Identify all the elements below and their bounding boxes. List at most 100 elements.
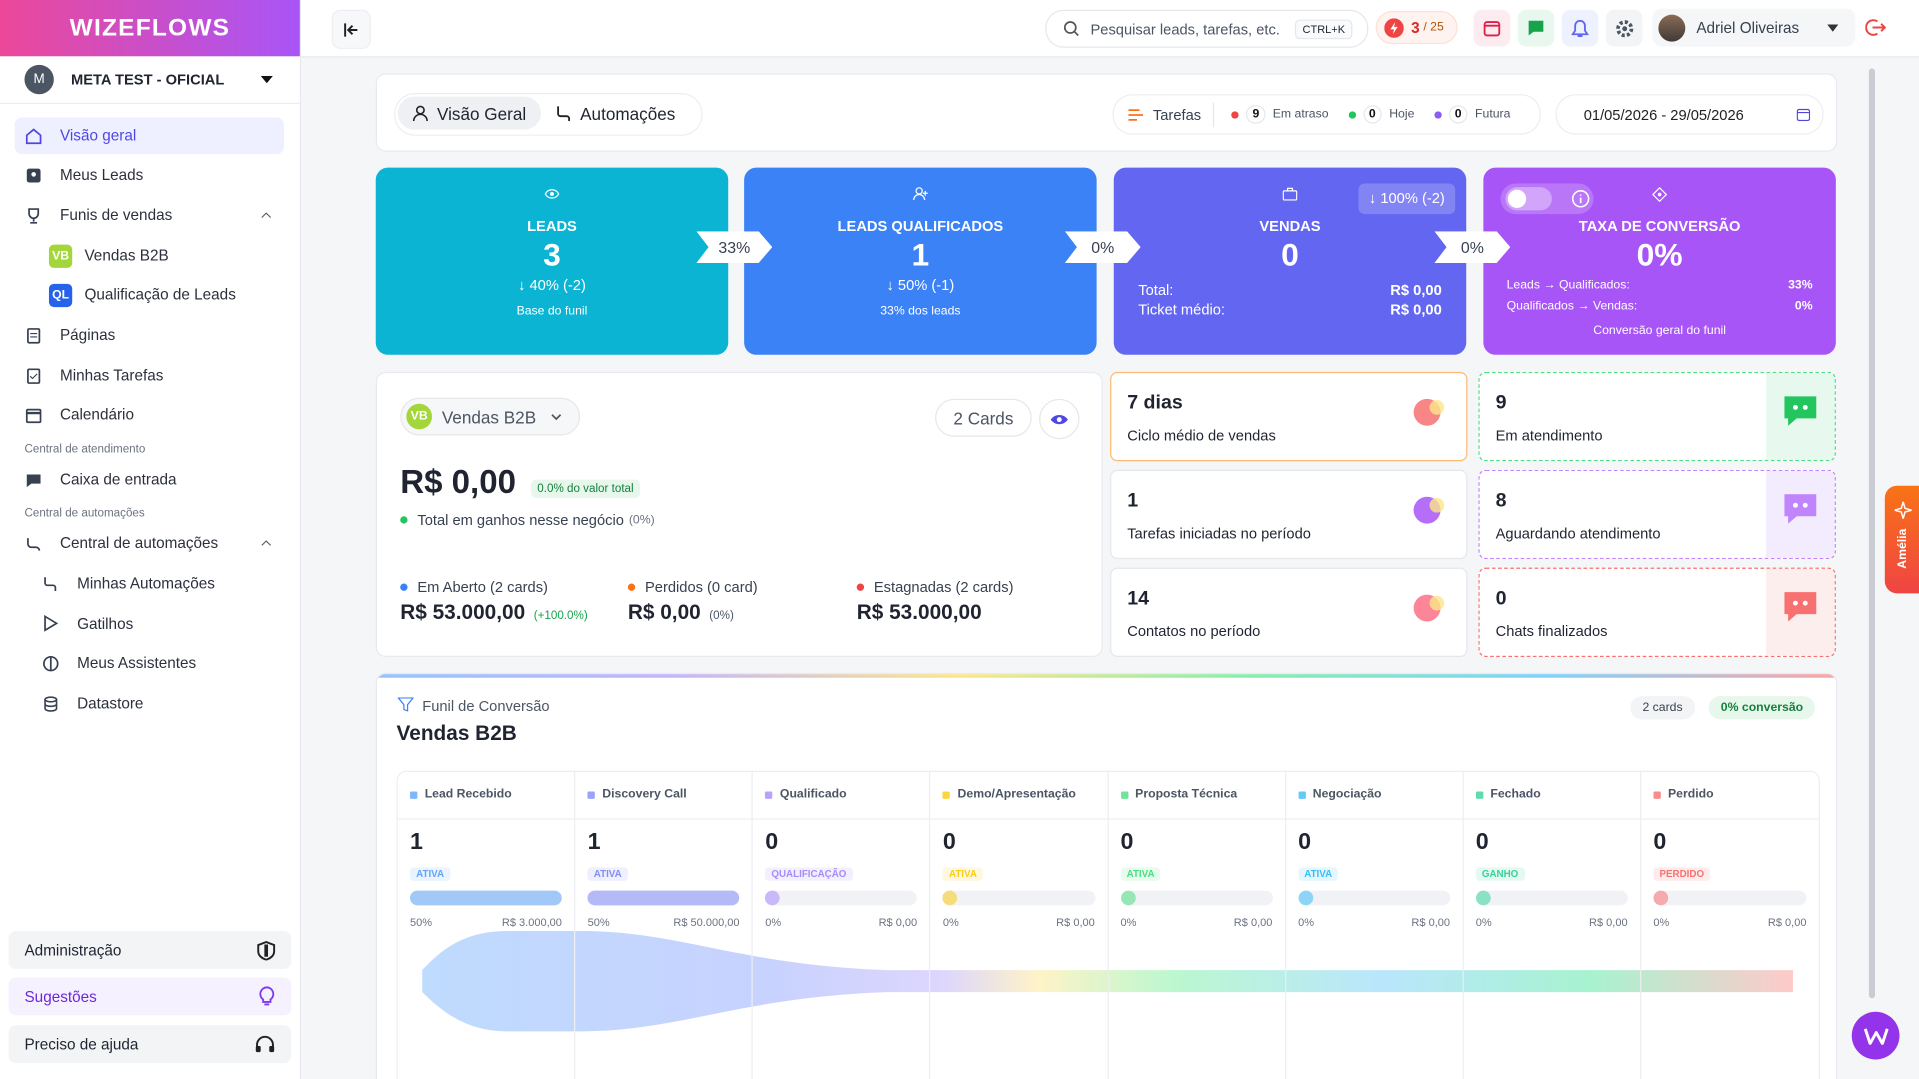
nav-funnels[interactable]: Funis de vendas xyxy=(15,197,284,234)
nav-overview[interactable]: Visão geral xyxy=(14,117,284,155)
stat-label: Tarefas iniciadas no período xyxy=(1127,524,1311,542)
workspace-selector[interactable]: M META TEST - OFICIAL xyxy=(0,56,300,104)
pipeline-select[interactable]: VB Vendas B2B xyxy=(400,397,581,436)
stage-pct: 50% xyxy=(410,916,433,929)
nav-automation-item[interactable]: Minhas Automações xyxy=(34,565,284,602)
nav-leads[interactable]: Meus Leads xyxy=(15,157,284,194)
stage-count: 0 xyxy=(1653,829,1667,856)
nav-pages[interactable]: Páginas xyxy=(15,317,284,354)
stat-label: Contatos no período xyxy=(1127,622,1261,640)
stage-value: R$ 0,00 xyxy=(1233,916,1273,929)
funnel-connector: 33% xyxy=(696,231,773,264)
assistant-tab[interactable]: Amélia xyxy=(1884,485,1919,594)
nav-inbox[interactable]: Caixa de entrada xyxy=(15,461,284,498)
task-count-item: 0 Hoje xyxy=(1348,105,1414,124)
won-label: Total em ganhos nesse negócio xyxy=(417,511,624,529)
scrollbar[interactable] xyxy=(1868,68,1876,999)
stage-count: 1 xyxy=(410,829,423,856)
kpi-note: Conversão geral do funil xyxy=(1593,324,1726,338)
tasks-summary[interactable]: Tarefas 9 Em atraso 0 Hoje 0 Futura xyxy=(1112,94,1541,135)
nav-automation-item[interactable]: Meus Assistentes xyxy=(34,645,284,682)
stage-count: 1 xyxy=(587,829,601,856)
stat-icon xyxy=(1398,569,1467,656)
nav-label: Vendas B2B xyxy=(84,247,169,265)
kpi-note: Base do funil xyxy=(516,304,588,319)
status-dot xyxy=(1231,110,1240,119)
tab-automations[interactable]: Automações xyxy=(556,97,675,130)
stage-count: 0 xyxy=(1298,829,1312,856)
nav-funnel-qualificacao[interactable]: QL Qualificação de Leads xyxy=(34,276,284,313)
nav-funnel-vendas[interactable]: VB Vendas B2B xyxy=(34,237,284,274)
nav-automation-item[interactable]: Datastore xyxy=(34,685,284,722)
group-name: Em Aberto (2 cards) xyxy=(417,578,548,596)
toggle-visibility[interactable] xyxy=(1039,398,1080,440)
stat-value: 14 xyxy=(1127,588,1149,610)
group-value: R$ 53.000,00 xyxy=(400,600,526,624)
chat-launcher[interactable] xyxy=(1851,1011,1900,1060)
suggestions-button[interactable]: Sugestões xyxy=(8,977,292,1016)
info-icon[interactable] xyxy=(1571,190,1590,208)
logo[interactable]: WIZEFLOWS xyxy=(0,0,300,57)
credits-counter[interactable]: 3/ 25 xyxy=(1375,11,1458,45)
nav-automation-center[interactable]: Central de automações xyxy=(15,525,284,562)
stage-bar xyxy=(587,890,740,906)
stage-header: Perdido xyxy=(1653,787,1714,802)
kpi-row-value: 0% xyxy=(1794,299,1813,314)
stage-count: 0 xyxy=(1120,829,1134,856)
stat-card: 1 Tarefas iniciadas no período xyxy=(1110,469,1468,560)
group-value-row: R$ 53.000,00 xyxy=(857,601,982,625)
nav-automation-item[interactable]: Gatilhos xyxy=(34,605,284,642)
kpi-total: R$ 0,00 xyxy=(1390,281,1442,299)
status-dot xyxy=(856,583,865,591)
stat-icon xyxy=(1766,568,1835,656)
task-label: Em atraso xyxy=(1272,107,1329,122)
kpi-qualified: LEADS QUALIFICADOS 1 ↓ 50% (-1) 33% dos … xyxy=(744,167,1097,355)
logout-button[interactable] xyxy=(1865,17,1887,44)
credits-total: / 25 xyxy=(1423,20,1444,35)
kpi-value: 1 xyxy=(911,236,930,273)
nav-label: Minhas Tarefas xyxy=(59,367,164,385)
funnel-card: Funil de Conversão Vendas B2B 2 cards 0%… xyxy=(375,672,1838,1079)
funnel-conversion: 0% conversão xyxy=(1708,696,1816,720)
date-range-picker[interactable]: 01/05/2026 - 29/05/2026 xyxy=(1555,94,1824,135)
stat-icon xyxy=(1398,373,1467,460)
calendar-button[interactable] xyxy=(1473,9,1511,47)
stage-name: Fechado xyxy=(1490,787,1541,802)
nav-tasks[interactable]: Minhas Tarefas xyxy=(15,357,284,394)
stage-header: Proposta Técnica xyxy=(1120,788,1237,801)
button-label: Administração xyxy=(24,941,122,959)
search-box[interactable]: Pesquisar leads, tarefas, etc. CTRL+K xyxy=(1045,9,1369,48)
nav-label: Calendário xyxy=(59,406,134,424)
user-menu[interactable]: Adriel Oliveiras xyxy=(1652,8,1856,47)
funnel-stage: Discovery Call 1 ATIVA 50% R$ 50.000,00 xyxy=(575,771,754,1079)
funnel-cards: 2 cards xyxy=(1630,696,1695,720)
stage-header: Qualificado xyxy=(765,788,847,801)
chat-button[interactable] xyxy=(1517,9,1555,47)
help-button[interactable]: Preciso de ajuda xyxy=(8,1025,292,1064)
nav-label: Minhas Automações xyxy=(77,574,215,593)
stage-name: Perdido xyxy=(1668,787,1714,802)
stage-bar-fill xyxy=(1298,890,1313,906)
collapse-sidebar[interactable] xyxy=(331,9,371,49)
funnel-stage: Negociação 0 ATIVA 0% R$ 0,00 xyxy=(1286,771,1464,1079)
stat-icon xyxy=(1398,471,1467,558)
funnel-stage: Lead Recebido 1 ATIVA 50% R$ 3.000,00 xyxy=(398,771,576,1079)
stage-dot xyxy=(1298,790,1306,799)
funnel-badge: VB xyxy=(48,244,73,268)
user-name: Adriel Oliveiras xyxy=(1696,18,1800,37)
tab-overview[interactable]: Visão Geral xyxy=(397,96,541,130)
won-share: 0.0% do valor total xyxy=(531,479,640,498)
stage-count: 0 xyxy=(765,829,779,856)
settings-button[interactable] xyxy=(1605,9,1643,47)
nav-calendar[interactable]: Calendário xyxy=(15,396,284,433)
nav-label: Gatilhos xyxy=(77,614,134,633)
stage-name: Lead Recebido xyxy=(424,787,512,802)
admin-button[interactable]: Administração xyxy=(8,931,292,969)
toggle[interactable] xyxy=(1505,187,1552,211)
stage-value: R$ 0,00 xyxy=(1767,916,1807,929)
sidebar: WIZEFLOWS M META TEST - OFICIAL Visão ge… xyxy=(0,0,302,1079)
notifications-button[interactable] xyxy=(1561,9,1599,47)
funnel-connector: 0% xyxy=(1064,231,1141,264)
nav-label: Datastore xyxy=(77,695,144,713)
funnel-table: Lead Recebido 1 ATIVA 50% R$ 3.000,00 Discove… xyxy=(396,770,1820,1079)
